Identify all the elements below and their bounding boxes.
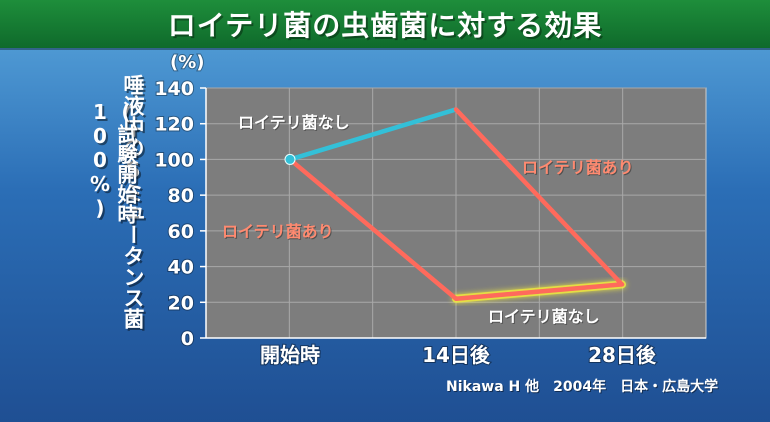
title-bar: ロイテリ菌の虫歯菌に対する効果	[0, 0, 770, 48]
y-tick-label: 80	[168, 185, 194, 207]
source-credit: Nikawa H 他 2004年 日本・広島大学	[446, 379, 719, 395]
x-tick-label: 28日後	[588, 343, 657, 367]
y-tick-label: 20	[168, 292, 194, 314]
segment-label-reuteri-left: ロイテリ菌あり	[222, 222, 334, 241]
start-point-marker	[284, 153, 296, 165]
series-reuteri-line-right	[453, 107, 625, 287]
y-axis-sublabel: (試験開始時100%)	[88, 100, 138, 224]
y-axis-unit: (%)	[170, 52, 205, 73]
y-tick-label: 140	[154, 78, 194, 100]
y-tick-label: 100	[154, 149, 194, 171]
page-title: ロイテリ菌の虫歯菌に対する効果	[167, 9, 603, 42]
segment-label-no-reuteri-bottom: ロイテリ菌なし	[488, 307, 600, 326]
x-tick-label: 開始時	[260, 343, 320, 367]
y-tick-label: 40	[168, 257, 194, 279]
y-tick-label: 60	[168, 221, 194, 243]
y-axis-label: 唾液中のSミュータンス菌	[121, 74, 145, 329]
series-no-reuteri-line	[287, 107, 459, 162]
series-reuteri-line	[287, 157, 625, 301]
segment-label-reuteri-right: ロイテリ菌あり	[522, 158, 634, 177]
x-tick-label: 14日後	[422, 343, 491, 367]
segment-label-no-reuteri-top: ロイテリ菌なし	[238, 113, 350, 132]
y-tick-label: 0	[181, 328, 194, 350]
y-tick-label: 120	[154, 114, 194, 136]
